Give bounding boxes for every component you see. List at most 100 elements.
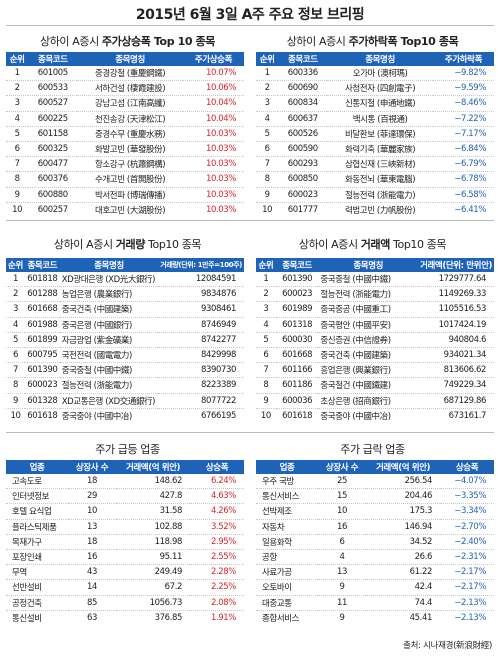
table-cell: −6.78% <box>454 174 486 185</box>
source-note: 출처: 시나재경(新浪財經) <box>403 641 492 651</box>
column-header: 거래액(억 위안) <box>375 463 431 473</box>
column-header: 종목코드 <box>282 261 312 271</box>
table-cell: 175.3 <box>409 506 433 517</box>
table-row: 4 600637 백시통 (百視通) −7.22% <box>256 111 494 127</box>
table-cell: 3 <box>14 98 20 109</box>
volume-caption: 상하이 A증시 거래량 Top10 종목 <box>53 238 202 251</box>
table-cell: 18 <box>86 536 98 547</box>
table-row: 4 600225 천진송강 (天津松江) 10.04% <box>6 111 244 127</box>
table-cell: 204.46 <box>404 491 433 502</box>
table-row: 5 601158 중경수무 (重慶水務) 10.03% <box>6 126 244 142</box>
plunge-table: 업종 상장사 수 거래액(억 위안) 상승폭 우주 국방 25 256.54 −4.07% 통신… <box>256 460 494 625</box>
table-cell: 43 <box>86 567 98 578</box>
table-cell: 국전전력 (國電電力) <box>61 351 133 362</box>
table-cell: 5 <box>263 334 269 345</box>
table-cell: 사료가공 <box>262 568 292 579</box>
table-cell: 600533 <box>37 83 68 94</box>
losers-caption-bold: 주가하락폭 Top10 종목 <box>348 35 459 48</box>
table-cell: 9 <box>339 582 345 593</box>
table-row: 3 600834 신통지철 (申通地鐵) −8.46% <box>256 96 494 112</box>
table-cell: 934021.34 <box>443 350 487 361</box>
column-header: 상장사 수 <box>325 463 359 473</box>
table-cell: 4 <box>14 113 20 124</box>
table-cell: 16 <box>86 552 98 563</box>
table-cell: 7 <box>14 159 20 170</box>
table-row: 8 600850 화동전뇌 (華東電腦) −6.78% <box>256 172 494 187</box>
table-cell: 비달환보 (菲達環保) <box>344 129 416 140</box>
column-header: 상장사 수 <box>75 463 109 473</box>
table-cell: 포장인쇄 <box>12 553 42 564</box>
table-cell: 148.62 <box>154 476 183 487</box>
table-cell: 2 <box>263 289 269 300</box>
table-cell: 9 <box>339 612 345 623</box>
table-cell: 고속도로 <box>12 477 42 488</box>
table-cell: 940804.6 <box>448 334 487 345</box>
table-cell: 백시통 (百視通) <box>352 114 408 125</box>
column-header: 거래액(억 위안) <box>125 463 181 473</box>
table-cell: 중국은행 (中國銀行) <box>61 320 133 331</box>
table-row: 2 600023 절능전력 (浙能電力) 1149269.33 <box>256 287 494 302</box>
table-cell: 농업은행 (農業銀行) <box>61 290 133 301</box>
table-cell: 4 <box>12 319 18 330</box>
table-cell: 42.4 <box>414 582 433 593</box>
table-cell: 601618 <box>27 410 58 421</box>
table-cell: −7.22% <box>454 113 486 124</box>
table-cell: 813606.62 <box>443 365 487 376</box>
table-cell: 1 <box>263 274 269 285</box>
surge-caption: 주가 급등 업종 <box>95 443 160 456</box>
table-row: 2 601288 농업은행 (農業銀行) 9834876 <box>6 287 244 302</box>
table-cell: 대중교통 <box>262 598 292 609</box>
table-cell: −2.13% <box>454 597 486 608</box>
table-cell: 13 <box>336 567 348 578</box>
table-cell: 2 <box>12 289 18 300</box>
table-cell: 8 <box>12 380 18 391</box>
table-cell: 31.58 <box>159 506 183 517</box>
table-cell: 3.52% <box>210 521 236 532</box>
table-cell: 601989 <box>282 304 313 315</box>
table-cell: 25 <box>336 476 348 487</box>
table-cell: −9.59% <box>454 83 486 94</box>
table-cell: 427.8 <box>159 491 183 502</box>
table-cell: −2.13% <box>454 612 486 623</box>
table-cell: 8390730 <box>200 365 236 376</box>
table-cell: 601318 <box>282 319 313 330</box>
table-cell: 7 <box>12 365 18 376</box>
table-cell: 10.03% <box>205 128 236 139</box>
table-cell: 601668 <box>282 350 313 361</box>
table-cell: 601618 <box>282 410 313 421</box>
table-cell: −3.35% <box>454 491 486 502</box>
table-row: 6 600325 화발고빈 (華發股份) 10.03% <box>6 141 244 157</box>
table-row: 오토바이 9 42.4 −2.17% <box>256 580 494 595</box>
table-cell: 박서전파 (博瑞傳播) <box>94 190 166 201</box>
table-cell: 376.85 <box>154 612 183 623</box>
table-cell: 9 <box>12 395 18 406</box>
column-header: 상승폭 <box>205 463 229 473</box>
table-cell: 초상은행 (招商銀行) <box>320 396 391 407</box>
table-cell: 공정건축 <box>12 598 42 609</box>
table-cell: 6 <box>12 350 18 361</box>
table-cell: 강남고섬 (江南高纖) <box>94 99 166 110</box>
table-row: 목재가구 18 118.98 2.95% <box>6 534 244 550</box>
table-cell: 6 <box>14 144 20 155</box>
table-cell: 수개고빈 (首開股份) <box>94 175 166 186</box>
table-cell: 8429998 <box>200 350 236 361</box>
table-cell: 673161.7 <box>448 410 487 421</box>
gainers-caption-bold: 주가상승폭 Top 10 종목 <box>101 35 216 48</box>
table-row: 자동차 16 146.94 −2.70% <box>256 519 494 535</box>
volume-table: 순위 종목코드 종목명칭 거래량(단위: 1만주=100주) 1 601818 XD광대은행… <box>6 258 244 423</box>
table-cell: −6.41% <box>454 204 486 215</box>
table-cell: 10.03% <box>205 204 236 215</box>
table-cell: 중경수무 (重慶水務) <box>94 129 166 140</box>
table-cell: 5 <box>14 128 20 139</box>
table-cell: 5 <box>264 128 270 139</box>
table-cell: 10.07% <box>205 68 236 79</box>
table-cell: 2 <box>264 83 270 94</box>
table-cell: 600336 <box>287 68 318 79</box>
table-cell: 호텔 요식업 <box>12 507 52 518</box>
column-header: 종목명칭 <box>94 261 124 271</box>
table-header-row: 업종 상장사 수 거래액(억 위안) 상승폭 <box>256 460 494 474</box>
table-cell: 63 <box>86 612 98 623</box>
table-cell: 74.4 <box>414 597 433 608</box>
table-row: 플라스틱제품 13 102.88 3.52% <box>6 519 244 535</box>
table-cell: 사청전자 (四創電子) <box>344 84 416 95</box>
